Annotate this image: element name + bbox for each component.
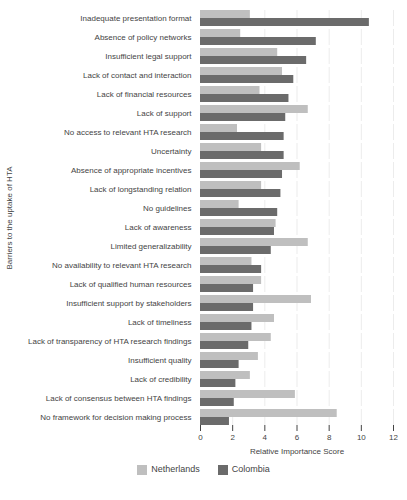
svg-text:Lack of financial resources: Lack of financial resources — [97, 90, 192, 99]
svg-text:Insufficient quality: Insufficient quality — [128, 356, 191, 365]
svg-text:Absence of appropriate incenti: Absence of appropriate incentives — [71, 166, 192, 175]
svg-text:Lack of consensus between HTA: Lack of consensus between HTA findings — [46, 394, 192, 403]
svg-text:Insufficient support by stakeh: Insufficient support by stakeholders — [66, 299, 191, 308]
svg-text:0: 0 — [198, 433, 203, 442]
svg-text:Lack of transparency of HTA re: Lack of transparency of HTA research fin… — [28, 337, 192, 346]
svg-text:Lack of longstanding relation: Lack of longstanding relation — [90, 185, 192, 194]
svg-text:Inadequate presentation format: Inadequate presentation format — [80, 14, 192, 23]
svg-text:Lack of timeliness: Lack of timeliness — [128, 318, 192, 327]
svg-text:No framework for decision maki: No framework for decision making process — [40, 413, 191, 422]
svg-text:Absence of policy networks: Absence of policy networks — [95, 33, 192, 42]
svg-text:4: 4 — [263, 433, 268, 442]
svg-text:Barriers to the uptake of HTA: Barriers to the uptake of HTA — [5, 166, 14, 270]
html-text:Colombia: Colombia — [231, 464, 270, 474]
svg-text:Limited generalizability: Limited generalizability — [111, 242, 192, 251]
svg-text:Lack of credibility: Lack of credibility — [130, 375, 191, 384]
svg-text:12: 12 — [389, 433, 398, 442]
svg-text:Lack of qualified human resour: Lack of qualified human resources — [70, 280, 192, 289]
svg-text:No availability to relevant HT: No availability to relevant HTA research — [52, 261, 191, 270]
svg-text:Lack of contact and interactio: Lack of contact and interaction — [83, 71, 192, 80]
svg-text:Insufficient legal support: Insufficient legal support — [105, 52, 192, 61]
svg-text:No access to relevant HTA rese: No access to relevant HTA research — [64, 128, 191, 137]
svg-text:Uncertainty: Uncertainty — [151, 147, 191, 156]
svg-text:Lack of support: Lack of support — [137, 109, 192, 118]
html-text:Netherlands: Netherlands — [151, 464, 200, 474]
svg-text:8: 8 — [327, 433, 332, 442]
svg-text:Relative Importance Score: Relative Importance Score — [250, 447, 345, 456]
svg-text:10: 10 — [357, 433, 366, 442]
svg-text:6: 6 — [295, 433, 300, 442]
svg-text:Lack of awareness: Lack of awareness — [125, 223, 192, 232]
svg-text:No guidelines: No guidelines — [143, 204, 191, 213]
svg-text:2: 2 — [230, 433, 235, 442]
